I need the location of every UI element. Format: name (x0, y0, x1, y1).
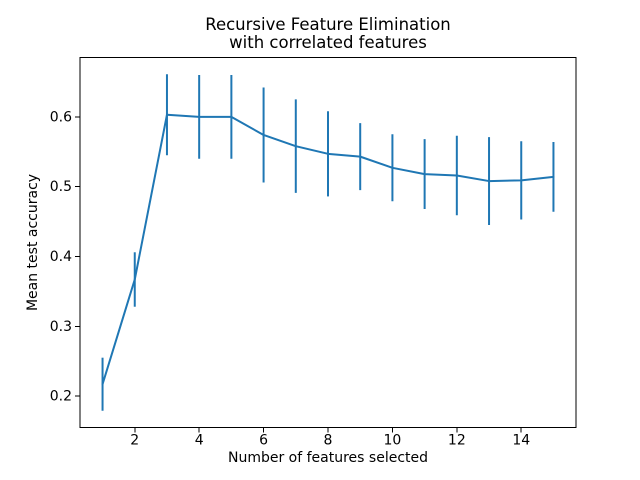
chart-title-line1: Recursive Feature Elimination (205, 15, 451, 34)
x-axis-label: Number of features selected (228, 450, 428, 466)
x-tick-label: 2 (130, 433, 139, 449)
y-tick-label: 0.2 (50, 389, 72, 405)
x-tick-label: 6 (259, 433, 268, 449)
y-tick-label: 0.6 (50, 109, 72, 125)
axes: 2 4 6 8 10 12 14 0.2 0.3 0.4 0.5 0.6 (50, 57, 577, 449)
x-tick-label: 12 (448, 433, 466, 449)
mean-accuracy-line (101, 113, 555, 386)
y-tick-label: 0.3 (50, 319, 72, 335)
x-tick-label: 10 (384, 433, 402, 449)
y-tick-label: 0.5 (50, 179, 72, 195)
x-tick-label: 4 (195, 433, 204, 449)
y-tick-label: 0.4 (50, 249, 72, 265)
series-line (101, 113, 555, 386)
chart-title-line2: with correlated features (229, 33, 427, 52)
y-axis-label: Mean test accuracy (25, 174, 41, 311)
x-tick-label: 14 (512, 433, 530, 449)
x-tick-label: 8 (324, 433, 333, 449)
